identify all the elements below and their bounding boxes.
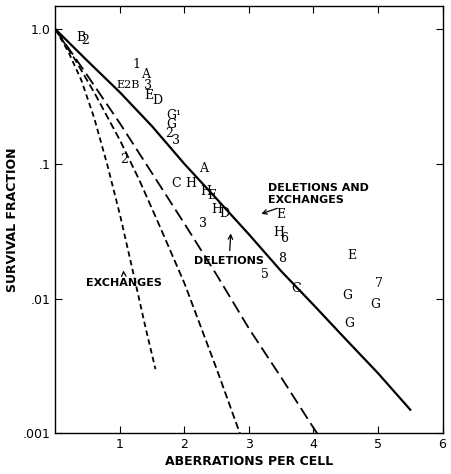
Text: EXCHANGES: EXCHANGES xyxy=(86,272,162,288)
Text: D: D xyxy=(219,207,229,220)
Text: A: A xyxy=(198,163,207,175)
X-axis label: ABERRATIONS PER CELL: ABERRATIONS PER CELL xyxy=(165,456,332,468)
Text: 3: 3 xyxy=(198,217,206,230)
Text: B: B xyxy=(76,31,85,44)
Text: H: H xyxy=(211,203,222,216)
Text: A: A xyxy=(140,68,149,81)
Text: 2: 2 xyxy=(165,127,173,140)
Text: C: C xyxy=(171,177,181,190)
Text: 3: 3 xyxy=(144,79,152,91)
Text: 1: 1 xyxy=(133,58,141,71)
Text: 5: 5 xyxy=(260,268,268,282)
Text: H: H xyxy=(185,177,196,190)
Text: G: G xyxy=(344,318,354,330)
Text: 8: 8 xyxy=(277,252,285,264)
Text: DELETIONS: DELETIONS xyxy=(194,235,263,266)
Text: C: C xyxy=(290,282,300,294)
Text: G¹: G¹ xyxy=(166,109,181,122)
Text: 2: 2 xyxy=(120,153,128,166)
Text: G: G xyxy=(369,298,379,311)
Y-axis label: SURVIVAL FRACTION: SURVIVAL FRACTION xyxy=(5,147,18,292)
Text: D: D xyxy=(152,93,162,107)
Text: 6: 6 xyxy=(279,232,287,245)
Text: E: E xyxy=(207,189,216,202)
Text: E: E xyxy=(346,249,355,262)
Text: G: G xyxy=(342,289,352,302)
Text: H: H xyxy=(273,226,284,239)
Text: 2: 2 xyxy=(81,35,89,47)
Text: E: E xyxy=(144,90,153,102)
Text: DELETIONS AND
EXCHANGES: DELETIONS AND EXCHANGES xyxy=(262,183,368,214)
Text: E2B: E2B xyxy=(116,80,140,90)
Text: H: H xyxy=(200,185,211,199)
Text: G: G xyxy=(166,118,176,131)
Text: E: E xyxy=(276,208,285,221)
Text: 3: 3 xyxy=(171,134,179,147)
Text: 7: 7 xyxy=(374,277,382,290)
